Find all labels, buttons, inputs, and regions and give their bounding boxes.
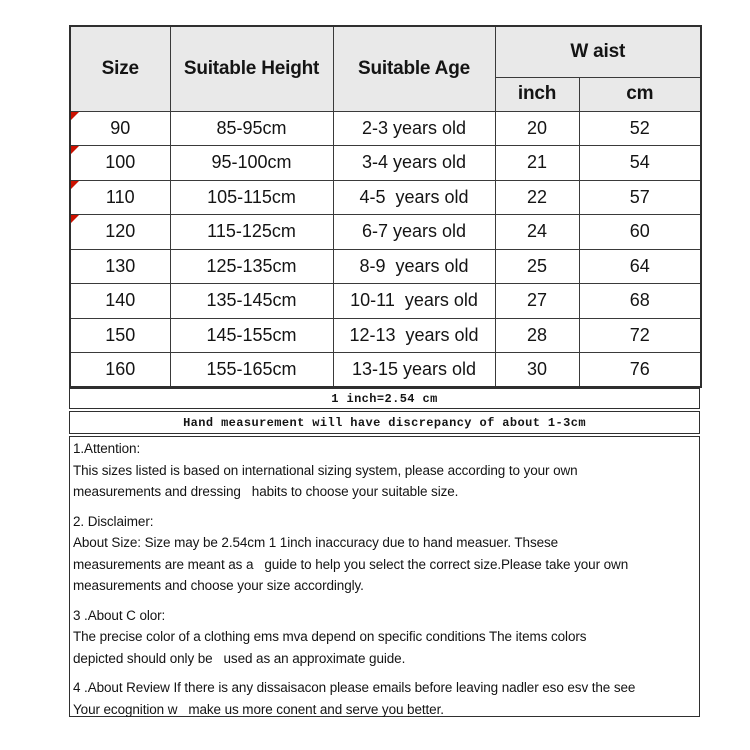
size-value-cell: 130 [69,248,171,284]
waist-inch-value-cell: 21 [494,145,580,181]
age-value-cell: 8-9 years old [332,248,496,284]
age-value-cell: 12-13 years old [332,317,496,353]
red-corner-marker-icon [71,215,79,223]
waist-inch-value-cell: 28 [494,317,580,353]
size-value-cell: 100 [69,145,171,181]
size-value-cell: 120 [69,214,171,250]
height-value-cell: 115-125cm [169,214,334,250]
column-header-suitable-age: Suitable Age [332,25,496,112]
column-header-size: Size [69,25,171,112]
size-value-cell: 160 [69,352,171,388]
waist-cm-value-cell: 68 [578,283,702,319]
notes-box: 1.Attention: This sizes listed is based … [69,436,700,717]
note-disclaimer: 2. Disclaimer: About Size: Size may be 2… [73,513,629,594]
waist-cm-value-cell: 60 [578,214,702,250]
waist-cm-value-cell: 52 [578,110,702,146]
age-value-cell: 10-11 years old [332,283,496,319]
note-attention: 1.Attention: This sizes listed is based … [73,441,578,499]
waist-inch-value-cell: 22 [494,179,580,215]
age-value-cell: 13-15 years old [332,352,496,388]
table-row: 100 95-100cm 3-4 years old 21 54 [69,145,702,181]
age-value-cell: 2-3 years old [332,110,496,146]
table-row: 110 105-115cm 4-5 years old 22 57 [69,179,702,215]
table-row: 120 115-125cm 6-7 years old 24 60 [69,214,702,250]
height-value-cell: 85-95cm [169,110,334,146]
table-row: 140 135-145cm 10-11 years old 27 68 [69,283,702,319]
column-header-waist: W aist [494,25,702,78]
waist-inch-value-cell: 24 [494,214,580,250]
waist-cm-value-cell: 54 [578,145,702,181]
size-value-cell: 90 [69,110,171,146]
waist-inch-value-cell: 20 [494,110,580,146]
red-corner-marker-icon [71,111,79,120]
size-value-cell: 140 [69,283,171,319]
waist-inch-value-cell: 25 [494,248,580,284]
note-about-color: 3 .About C olor: The precise color of a … [73,607,587,666]
size-value-cell: 110 [69,179,171,215]
red-corner-marker-icon [71,146,79,154]
column-header-suitable-height: Suitable Height [169,25,334,112]
height-value-cell: 145-155cm [169,317,334,353]
waist-cm-value-cell: 57 [578,179,702,215]
table-row: 130 125-135cm 8-9 years old 25 64 [69,248,702,284]
height-value-cell: 95-100cm [169,145,334,181]
height-value-cell: 155-165cm [169,352,334,388]
table-row: 160 155-165cm 13-15 years old 30 76 [69,352,702,388]
note-about-review: 4 .About Review If there is any dissaisa… [73,680,636,717]
size-chart-table: Size Suitable Height Suitable Age W aist… [69,25,703,388]
waist-inch-value-cell: 30 [494,352,580,388]
age-value-cell: 4-5 years old [332,179,496,215]
table-row: 150 145-155cm 12-13 years old 28 72 [69,317,702,353]
hand-measurement-note: Hand measurement will have discrepancy o… [69,411,700,434]
age-value-cell: 6-7 years old [332,214,496,250]
waist-cm-value-cell: 76 [578,352,702,388]
age-value-cell: 3-4 years old [332,145,496,181]
red-corner-marker-icon [71,180,79,189]
column-header-waist-cm: cm [578,76,702,112]
height-value-cell: 105-115cm [169,179,334,215]
column-header-waist-inch: inch [494,76,580,112]
height-value-cell: 135-145cm [169,283,334,319]
height-value-cell: 125-135cm [169,248,334,284]
size-value-cell: 150 [69,317,171,353]
waist-cm-value-cell: 64 [578,248,702,284]
table-row: 90 85-95cm 2-3 years old 20 52 [69,110,702,146]
waist-inch-value-cell: 27 [494,283,580,319]
inch-cm-conversion-note: 1 inch=2.54 cm [69,388,700,409]
waist-cm-value-cell: 72 [578,317,702,353]
